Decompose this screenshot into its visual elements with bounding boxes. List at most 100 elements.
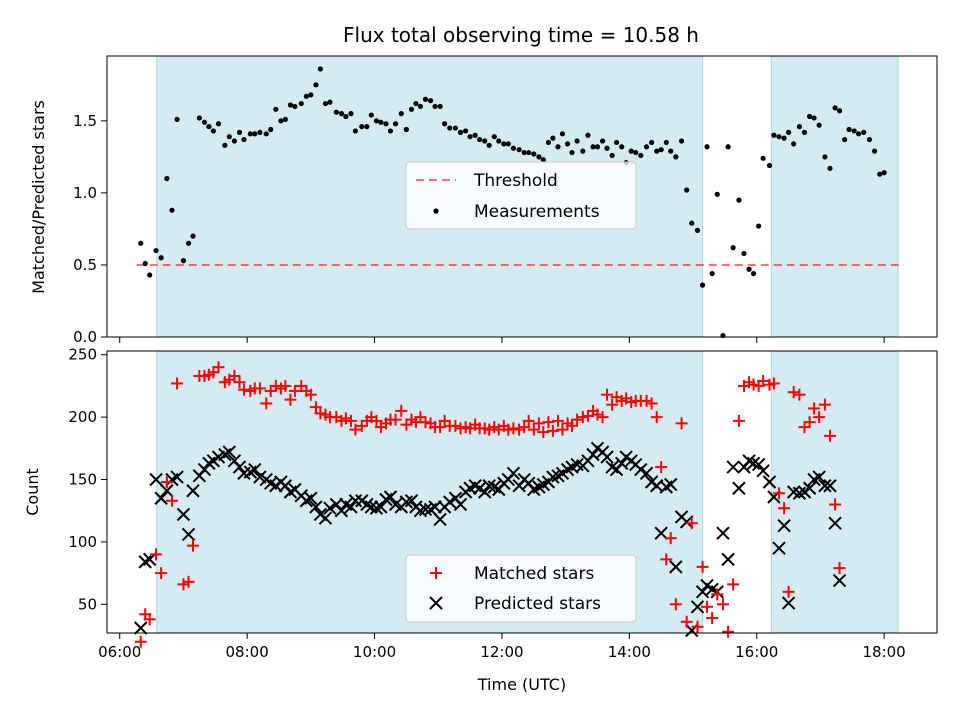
matched-point: [233, 376, 246, 389]
measurement-point: [236, 129, 243, 135]
predicted-point: [442, 495, 457, 509]
predicted-point: [812, 470, 826, 484]
measurement-point: [725, 144, 731, 150]
measurement-point: [501, 141, 507, 147]
predicted-point: [181, 527, 196, 542]
x-axis-label: Time (UTC): [477, 675, 566, 694]
measurement-point: [750, 270, 757, 277]
predicted-point: [309, 500, 323, 514]
predicted-point: [751, 457, 766, 472]
predicted-point: [399, 495, 414, 509]
x-tick-label: 08:00: [226, 643, 269, 661]
matched-point: [773, 487, 786, 500]
measurement-point: [364, 124, 370, 130]
matched-legend-swatch: [430, 567, 442, 579]
measurements-legend-swatch: [433, 208, 439, 214]
predicted-point: [614, 456, 629, 471]
matched-point: [767, 377, 780, 390]
measurement-point: [846, 126, 852, 133]
matched-point: [160, 476, 173, 489]
measurement-point: [201, 119, 208, 125]
y-tick-label: 50: [78, 595, 97, 613]
predicted-point: [832, 573, 847, 588]
measurement-point: [776, 134, 782, 140]
measurement-point: [231, 138, 237, 144]
measurement-point: [273, 106, 279, 112]
measurement-point: [215, 121, 222, 127]
x-tick-label: 14:00: [608, 643, 651, 661]
measurement-point: [559, 131, 566, 137]
counts-y-axis-label: Count: [23, 468, 42, 516]
measurement-point: [526, 149, 532, 156]
predicted-point: [348, 494, 363, 508]
predicted-point: [478, 485, 492, 499]
measurement-point: [491, 134, 497, 140]
predicted-point: [364, 500, 379, 514]
measurement-point: [263, 131, 269, 137]
measurement-point: [257, 129, 263, 135]
measurement-point: [649, 139, 655, 146]
predicted-point: [304, 491, 318, 505]
measurement-point: [292, 103, 298, 110]
matched-point: [664, 532, 677, 545]
measurement-point: [174, 116, 180, 123]
measurements-legend-label: Measurements: [474, 202, 600, 222]
matched-point: [546, 424, 559, 437]
measurement-point: [619, 144, 625, 150]
measurement-point: [403, 126, 409, 133]
measurement-point: [791, 141, 797, 147]
measurement-point: [196, 115, 202, 121]
matched-point: [339, 412, 352, 425]
predicted-legend-swatch: [429, 596, 443, 610]
matched-point: [344, 414, 357, 427]
matched-point: [513, 423, 526, 436]
y-tick-label: 100: [68, 533, 97, 551]
matched-point: [711, 588, 724, 601]
measurement-point: [638, 152, 644, 159]
measurement-point: [447, 125, 453, 131]
matched-point: [304, 388, 317, 401]
measurement-point: [417, 103, 423, 110]
observing-window-band: [770, 55, 899, 338]
measurement-point: [643, 144, 650, 150]
measurement-point: [684, 187, 690, 193]
measurement-point: [861, 129, 867, 135]
predicted-point: [232, 460, 247, 474]
predicted-point: [756, 464, 770, 478]
matched-point: [527, 423, 540, 436]
predicted-point: [792, 486, 807, 500]
matched-point: [279, 379, 292, 392]
ratio-y-axis-label: Matched/Predicted stars: [29, 100, 48, 294]
matched-point: [722, 625, 735, 638]
x-tick-label: 16:00: [735, 643, 778, 661]
matched-point: [793, 388, 806, 401]
measurement-point: [442, 121, 448, 127]
measurement-point: [550, 135, 556, 141]
matched-point: [650, 411, 663, 424]
predicted-point: [746, 456, 761, 471]
predicted-point: [334, 504, 349, 518]
matched-point: [655, 461, 668, 474]
measurement-point: [709, 270, 715, 277]
measurement-point: [373, 118, 380, 124]
matched-point: [155, 567, 168, 580]
measurement-point: [756, 223, 762, 229]
measurement-point: [663, 139, 669, 146]
measurement-point: [303, 93, 309, 99]
matched-point: [701, 600, 714, 613]
measurement-point: [877, 171, 883, 177]
matched-point: [669, 598, 682, 611]
measurement-point: [378, 119, 384, 125]
measurement-point: [564, 141, 571, 147]
predicted-point: [428, 500, 442, 514]
measurement-point: [714, 191, 720, 197]
measurement-point: [785, 129, 792, 135]
matched-point: [757, 374, 770, 387]
predicted-point: [690, 600, 705, 614]
measurement-point: [472, 132, 478, 138]
measurement-point: [807, 113, 813, 120]
matched-point: [596, 411, 609, 424]
measurement-point: [467, 134, 473, 140]
measurement-point: [771, 132, 777, 138]
